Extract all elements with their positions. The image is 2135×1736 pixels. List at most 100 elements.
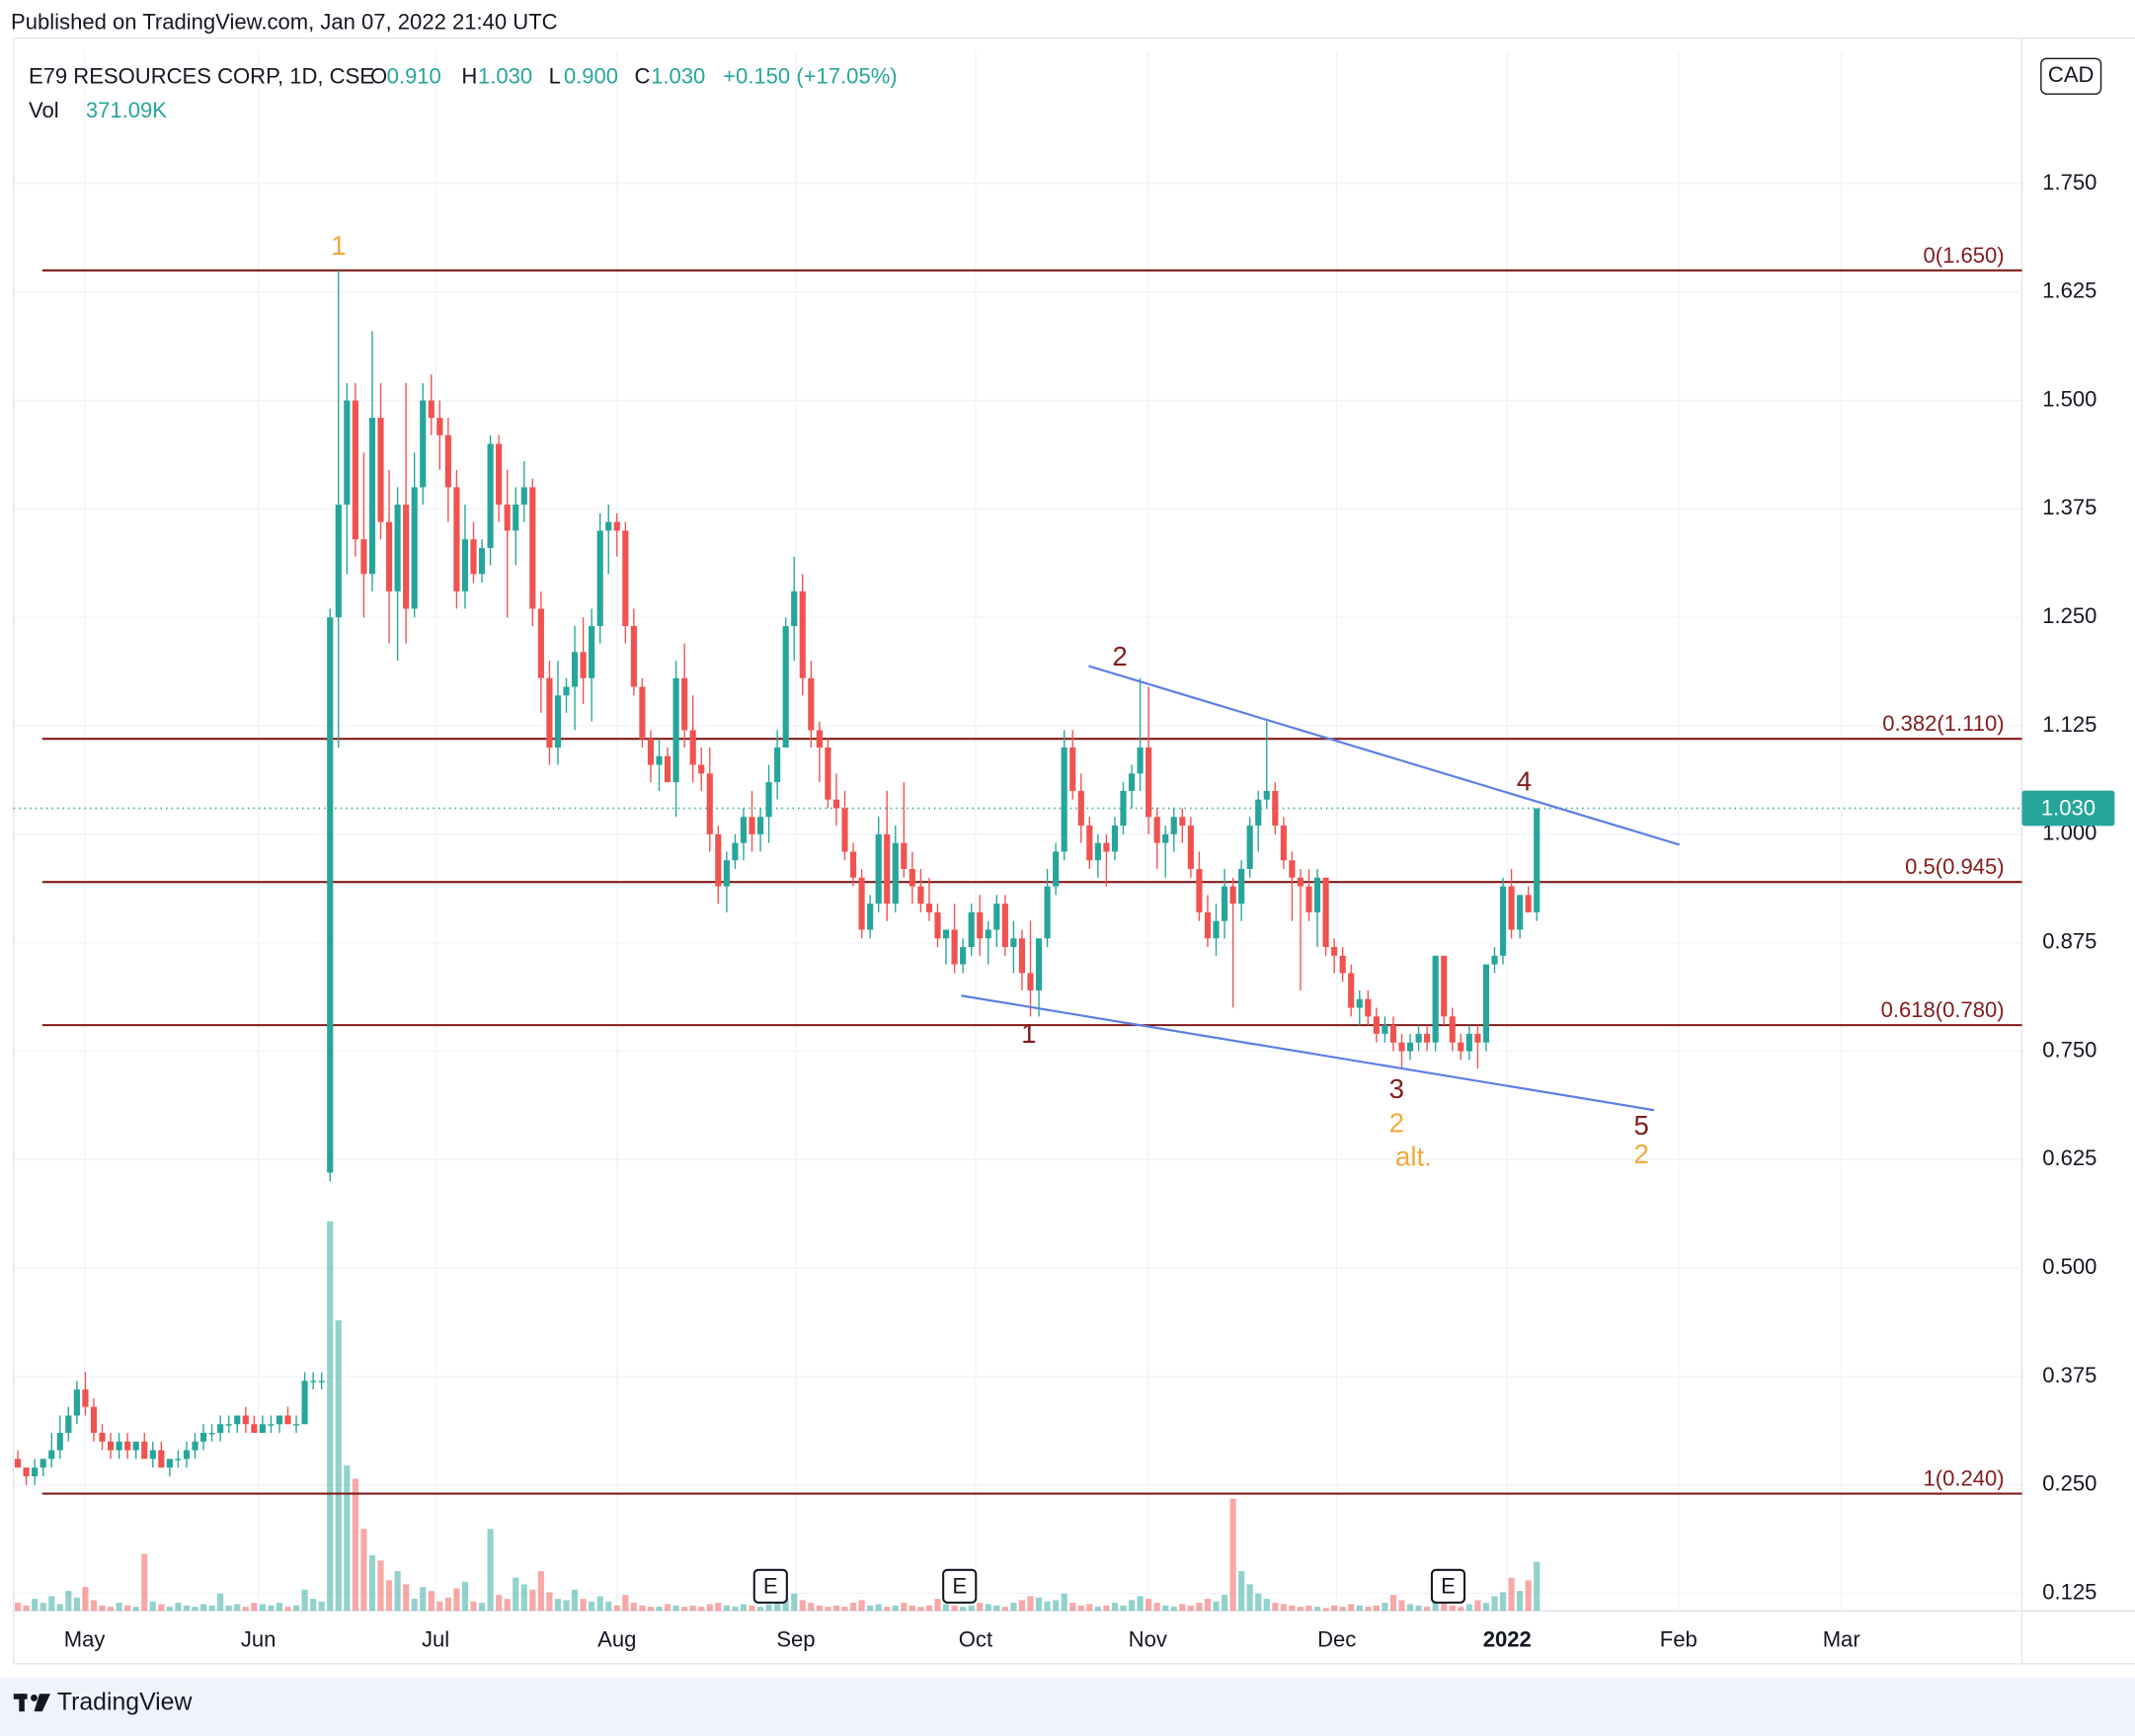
volume-bar: [411, 1599, 418, 1612]
candle-body: [478, 547, 486, 575]
candle-body: [546, 677, 553, 748]
volume-bar: [622, 1595, 629, 1612]
volume-bar: [1356, 1605, 1363, 1612]
volume-bar: [1229, 1498, 1236, 1612]
candle-body: [639, 686, 646, 740]
x-tick-label: Oct: [959, 1626, 992, 1651]
candle-body: [107, 1441, 115, 1451]
volume-bar: [1027, 1596, 1034, 1612]
candle-body: [251, 1424, 258, 1434]
candle-body: [453, 487, 460, 592]
candle-body: [1061, 747, 1068, 852]
wave-label: 2: [1389, 1107, 1404, 1138]
volume-bar: [917, 1607, 924, 1612]
volume-bar: [1128, 1600, 1136, 1612]
candle-body: [327, 617, 334, 1173]
y-tick-label: 1.750: [2042, 170, 2096, 195]
volume-bar: [756, 1607, 764, 1612]
volume-bar: [832, 1605, 840, 1612]
candle-body: [756, 817, 764, 834]
candle-body: [968, 911, 975, 948]
volume-bar: [368, 1555, 376, 1612]
candle-body: [901, 842, 908, 869]
volume-bar: [791, 1593, 798, 1612]
candle-body: [496, 443, 503, 505]
volume-bar: [765, 1604, 772, 1612]
volume-bar: [478, 1603, 486, 1612]
candle-body: [1246, 826, 1253, 869]
candle-body: [504, 504, 511, 531]
volume-bar: [141, 1553, 148, 1612]
fib-label: 0.5(0.945): [1905, 854, 2005, 879]
volume-bar: [951, 1605, 958, 1612]
volume-bar: [613, 1605, 620, 1612]
volume-bar: [664, 1604, 672, 1612]
volume-bar: [1331, 1605, 1338, 1612]
wave-label: 3: [1389, 1073, 1404, 1104]
volume-bar: [1424, 1607, 1431, 1612]
candle-body: [292, 1424, 300, 1426]
volume-bar: [1458, 1607, 1464, 1612]
x-tick-label: Feb: [1660, 1626, 1698, 1651]
volume-bar: [268, 1605, 275, 1612]
volume-bar: [1196, 1603, 1203, 1612]
candle-body: [411, 487, 418, 609]
candle-body: [335, 504, 342, 618]
volume-bar: [327, 1221, 334, 1612]
volume-bar: [377, 1560, 384, 1612]
y-tick-label: 1.125: [2042, 712, 2096, 737]
candle-body: [461, 539, 469, 592]
candle-body: [344, 400, 351, 505]
candle-body: [394, 504, 401, 592]
x-tick-label: 2022: [1483, 1626, 1532, 1651]
candle-body: [1221, 886, 1228, 921]
trendline: [1088, 665, 1680, 846]
candle-body: [960, 947, 967, 965]
volume-bar: [284, 1607, 291, 1612]
volume-bar: [1339, 1607, 1346, 1612]
candle-body: [90, 1406, 98, 1434]
volume-bar: [715, 1603, 722, 1612]
volume-bar: [149, 1601, 156, 1612]
earnings-marker: [752, 1568, 788, 1604]
candle-body: [166, 1459, 173, 1468]
volume-bar: [774, 1603, 781, 1612]
volume-bar: [909, 1605, 915, 1612]
volume-bar: [1255, 1593, 1262, 1612]
volume-bar: [571, 1589, 579, 1612]
volume-bar: [335, 1320, 342, 1612]
volume-bar: [276, 1603, 283, 1612]
volume-bar: [706, 1604, 713, 1612]
y-tick-label: 0.875: [2042, 928, 2096, 953]
fib-label: 0.618(0.780): [1881, 997, 2005, 1022]
legend-key: L: [549, 63, 561, 88]
volume-bar: [1508, 1577, 1515, 1612]
volume-bar: [799, 1600, 806, 1612]
volume-bar: [403, 1584, 410, 1612]
candle-body: [1356, 998, 1363, 1008]
volume-bar: [647, 1607, 655, 1612]
candle-body: [765, 782, 772, 818]
candle-body: [647, 739, 655, 765]
volume-bar: [1077, 1605, 1084, 1612]
candle-body: [199, 1433, 207, 1442]
volume-bar: [183, 1605, 191, 1612]
volume-bar: [849, 1603, 857, 1612]
legend-value: 0.900: [564, 63, 618, 88]
volume-bar: [1001, 1607, 1008, 1612]
volume-bar: [723, 1605, 730, 1612]
volume-bar: [175, 1603, 182, 1612]
candle-body: [875, 833, 882, 905]
volume-bar: [1305, 1605, 1312, 1612]
volume-bar: [158, 1604, 165, 1612]
volume-bar: [1389, 1595, 1397, 1612]
x-tick-label: Sep: [776, 1626, 815, 1651]
volume-bar: [1018, 1600, 1026, 1612]
volume-bar: [166, 1607, 173, 1612]
candle-body: [942, 929, 950, 939]
volume-bar: [1053, 1600, 1060, 1612]
symbol-title: E79 RESOURCES CORP, 1D, CSE: [29, 63, 374, 88]
volume-bar: [1406, 1604, 1414, 1612]
volume-bar: [1525, 1580, 1532, 1612]
